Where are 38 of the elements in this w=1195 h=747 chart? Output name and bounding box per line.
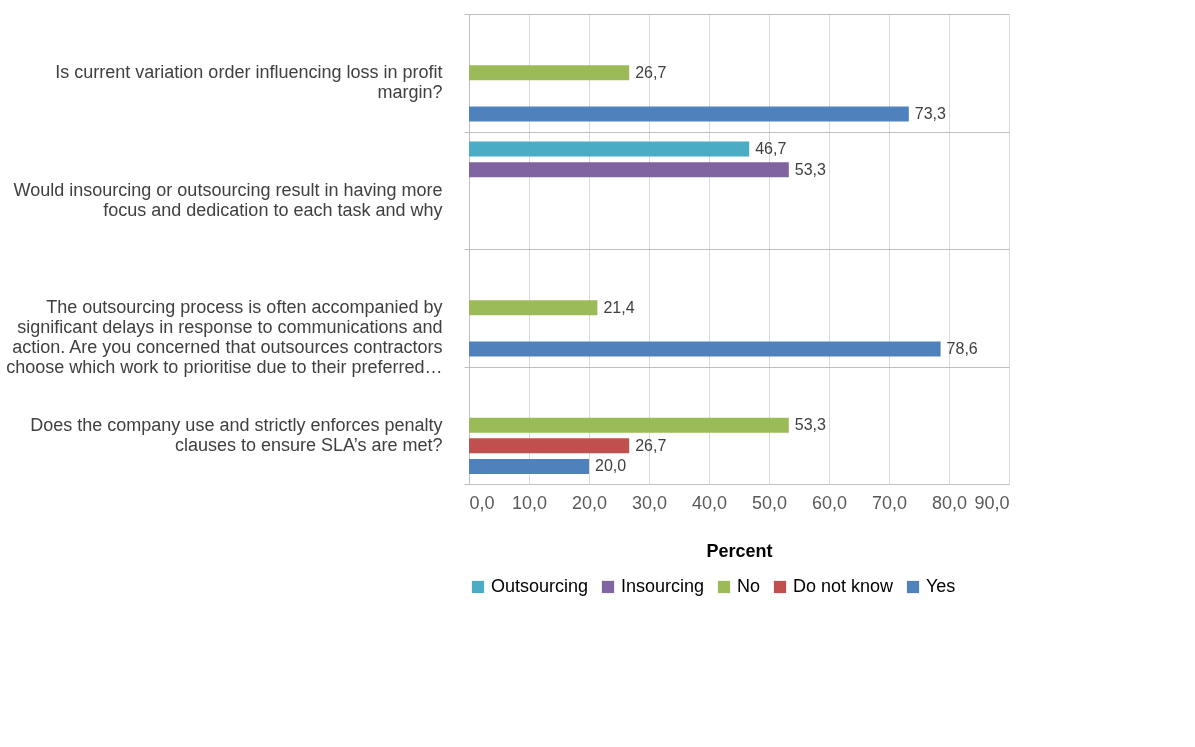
x-tick-label: 60,0 — [811, 492, 848, 513]
data-label: 20,0 — [595, 457, 627, 475]
bar — [469, 162, 789, 178]
x-tick-label: 70,0 — [871, 492, 908, 513]
bar — [469, 106, 909, 122]
x-tick-label: 90,0 — [974, 492, 1010, 513]
data-label: 26,7 — [635, 63, 667, 81]
bar — [469, 417, 789, 433]
bar — [469, 438, 630, 454]
bar — [469, 458, 589, 474]
bar — [469, 65, 630, 81]
data-label: 73,3 — [914, 104, 947, 122]
data-label: 78,6 — [946, 339, 978, 357]
x-tick-label: 30,0 — [631, 492, 668, 513]
data-label: 26,7 — [635, 436, 667, 454]
x-tick-label: 20,0 — [571, 492, 608, 513]
legend-label: Do not know — [793, 576, 895, 596]
data-label: 21,4 — [603, 298, 635, 316]
legend-label: Insourcing — [621, 576, 705, 596]
y-tick-label: The outsourcing process is often accompanied by significant delays in response to communications and action. Are you concerned that outsources contractors choose which work to prioritise due to their preferred… — [6, 297, 443, 378]
x-tick-label: 0,0 — [469, 492, 495, 513]
x-tick-label: 40,0 — [691, 492, 728, 513]
y-tick-label: Would insourcing or outsourcing result in having more focus and dedication to each task and why — [13, 179, 443, 220]
bar — [469, 141, 750, 157]
data-label: 53,3 — [794, 160, 827, 178]
x-tick-label: 50,0 — [751, 492, 788, 513]
bar — [469, 300, 598, 316]
y-tick-label: Does the company use and strictly enforces penalty clauses to ensure SLA’s are met? — [30, 414, 443, 455]
x-tick-label: 10,0 — [511, 492, 548, 513]
legend-label: Outsourcing — [491, 576, 589, 596]
bar — [469, 341, 941, 357]
data-label: 53,3 — [794, 416, 827, 434]
legend-label: No — [737, 576, 761, 596]
x-axis-title: Percent — [706, 540, 773, 561]
y-tick-label: Is current variation order influencing loss in profit margin? — [55, 62, 443, 103]
x-tick-label: 80,0 — [931, 492, 968, 513]
legend-label: Yes — [926, 576, 956, 596]
data-label: 46,7 — [755, 140, 787, 158]
